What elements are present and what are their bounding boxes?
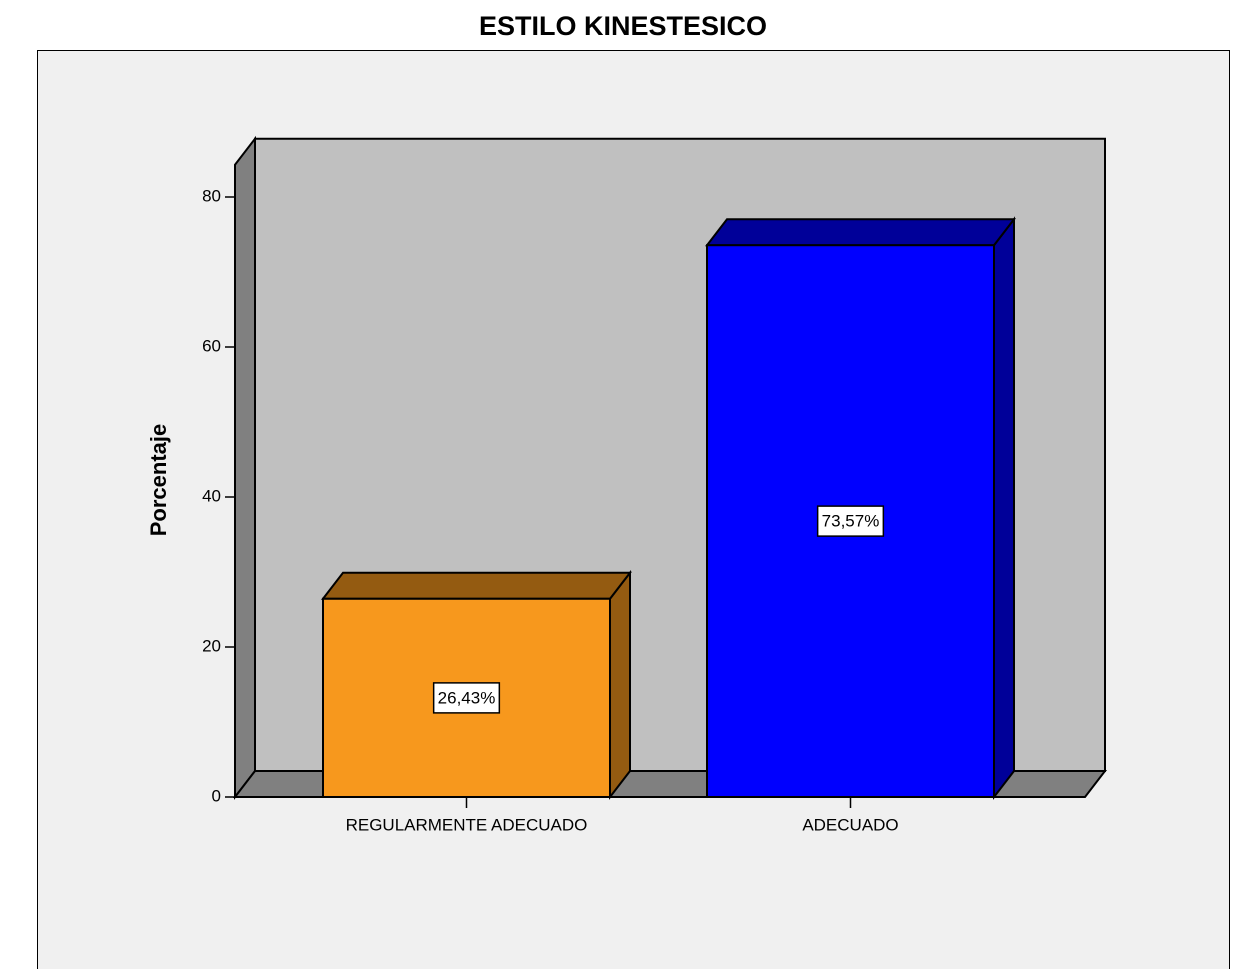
y-axis-label: Porcentaje	[146, 424, 171, 537]
bar-side	[609, 569, 631, 800]
value-label: 73,57%	[822, 512, 880, 531]
y-tick-label: 40	[202, 486, 221, 505]
x-tick-label: ADECUADO	[802, 815, 898, 834]
value-label: 26,43%	[438, 688, 496, 707]
x-tick-label: REGULARMENTE ADECUADO	[346, 815, 588, 834]
y-tick-label: 0	[212, 786, 221, 805]
value-label-box	[432, 682, 501, 714]
bar-top	[320, 571, 633, 600]
y-tick-label: 20	[202, 636, 221, 655]
y-tick-label: 80	[202, 186, 221, 205]
chart-title: ESTILO KINESTESICO	[479, 11, 767, 41]
bar-top	[704, 218, 1017, 247]
value-label-box	[816, 505, 885, 537]
left-wall	[234, 135, 256, 800]
y-tick-label: 60	[202, 336, 221, 355]
bar-side	[993, 216, 1015, 800]
